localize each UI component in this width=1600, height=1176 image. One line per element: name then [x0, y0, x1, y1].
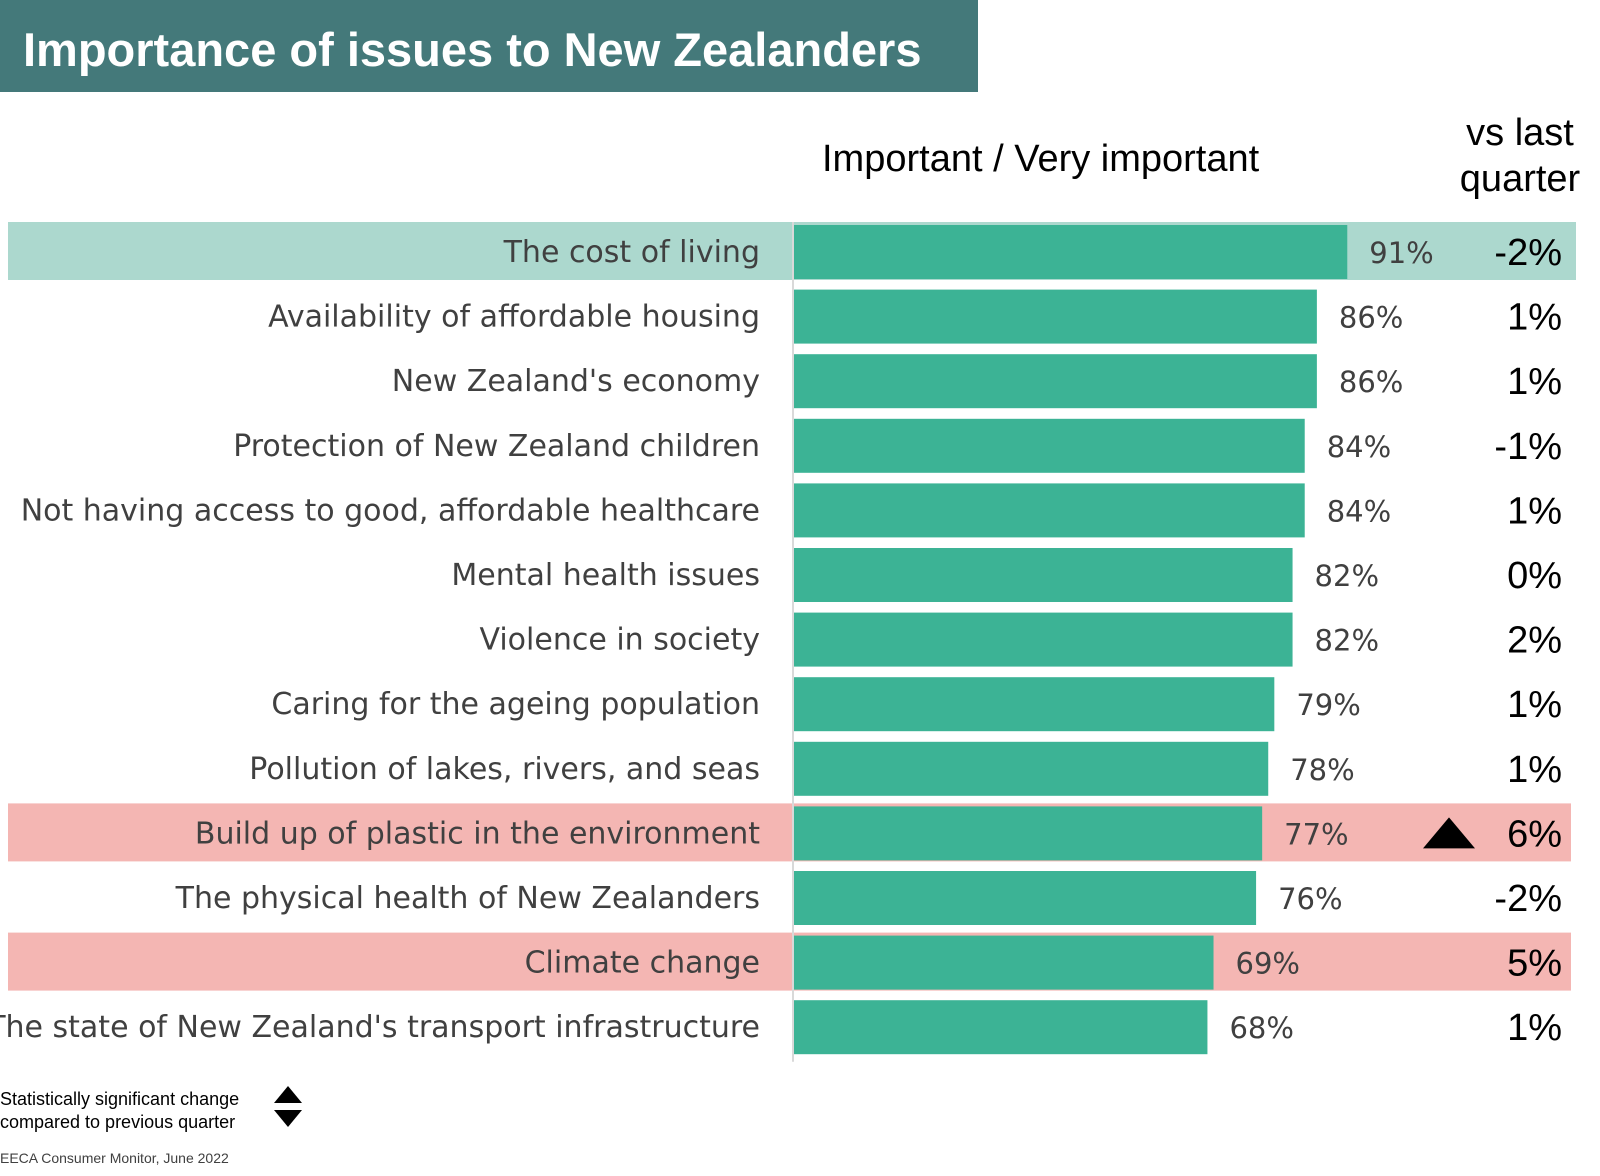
data-label: 86% — [1339, 301, 1403, 335]
category-label: Climate change — [525, 946, 760, 981]
category-label: Caring for the ageing population — [271, 687, 760, 722]
value-column-header: Important / Very important — [822, 138, 1260, 180]
legend-icons — [274, 1086, 302, 1127]
change-column-header: vs last quarter — [1440, 110, 1600, 202]
category-label: New Zealand's economy — [392, 364, 760, 399]
change-label: 1% — [1507, 749, 1562, 791]
data-label: 69% — [1236, 947, 1300, 981]
category-label: The cost of living — [503, 235, 760, 270]
bar — [794, 741, 1269, 796]
data-label: 86% — [1339, 365, 1403, 399]
bar — [794, 354, 1317, 409]
legend-line2: compared to previous quarter — [0, 1112, 236, 1132]
bar — [794, 225, 1348, 279]
change-label: 6% — [1507, 813, 1562, 855]
category-label: Availability of affordable housing — [268, 300, 760, 335]
title-band: Importance of issues to New Zealanders — [0, 0, 978, 92]
data-label: 79% — [1296, 688, 1360, 722]
change-label: 1% — [1507, 490, 1562, 532]
data-label: 68% — [1229, 1011, 1293, 1045]
bar — [794, 418, 1305, 473]
data-label: 78% — [1290, 753, 1354, 787]
data-label: 84% — [1327, 494, 1391, 528]
significance-legend: Statistically significant change compare… — [0, 1088, 239, 1134]
change-label: 0% — [1507, 555, 1562, 597]
bar — [794, 871, 1257, 925]
change-label: 5% — [1507, 943, 1562, 985]
bar — [794, 806, 1263, 861]
bar — [794, 677, 1275, 732]
category-label: Not having access to good, affordable he… — [21, 493, 760, 528]
bar — [794, 289, 1317, 344]
legend-line1: Statistically significant change — [0, 1089, 240, 1109]
data-label: 77% — [1284, 817, 1348, 851]
change-label: -1% — [1494, 426, 1562, 468]
bar — [794, 1000, 1208, 1055]
change-header-line1: vs last — [1466, 112, 1574, 154]
change-label: -2% — [1494, 878, 1562, 920]
triangle-down-icon — [274, 1110, 302, 1127]
category-label: Pollution of lakes, rivers, and seas — [249, 752, 760, 787]
source-note: EECA Consumer Monitor, June 2022 — [0, 1150, 229, 1166]
category-label: Violence in society — [479, 623, 760, 658]
data-label: 91% — [1369, 236, 1433, 270]
change-label: 1% — [1507, 361, 1562, 403]
bar — [794, 548, 1293, 602]
data-label: 84% — [1327, 430, 1391, 464]
category-label: Mental health issues — [451, 558, 760, 593]
data-label: 82% — [1315, 559, 1379, 593]
change-label: 1% — [1507, 684, 1562, 726]
row-highlight-red — [8, 803, 1571, 862]
significance-up-icon — [1423, 817, 1475, 849]
bar — [794, 483, 1305, 538]
row-highlight-red — [8, 932, 1571, 991]
change-label: -2% — [1494, 232, 1562, 274]
triangle-up-icon — [274, 1086, 302, 1103]
data-label: 76% — [1278, 882, 1342, 916]
change-label: 1% — [1507, 1007, 1562, 1049]
chart-title: Importance of issues to New Zealanders — [23, 23, 922, 76]
bar — [794, 935, 1214, 990]
category-label: Build up of plastic in the environment — [195, 816, 760, 851]
category-label: Protection of New Zealand children — [233, 429, 760, 464]
data-label: 82% — [1315, 624, 1379, 658]
change-header-line2: quarter — [1459, 158, 1581, 200]
bar — [794, 612, 1293, 667]
change-label: 2% — [1507, 620, 1562, 662]
category-label: The physical health of New Zealanders — [175, 881, 760, 916]
change-label: 1% — [1507, 297, 1562, 339]
category-label: The state of New Zealand's transport inf… — [0, 1010, 760, 1045]
